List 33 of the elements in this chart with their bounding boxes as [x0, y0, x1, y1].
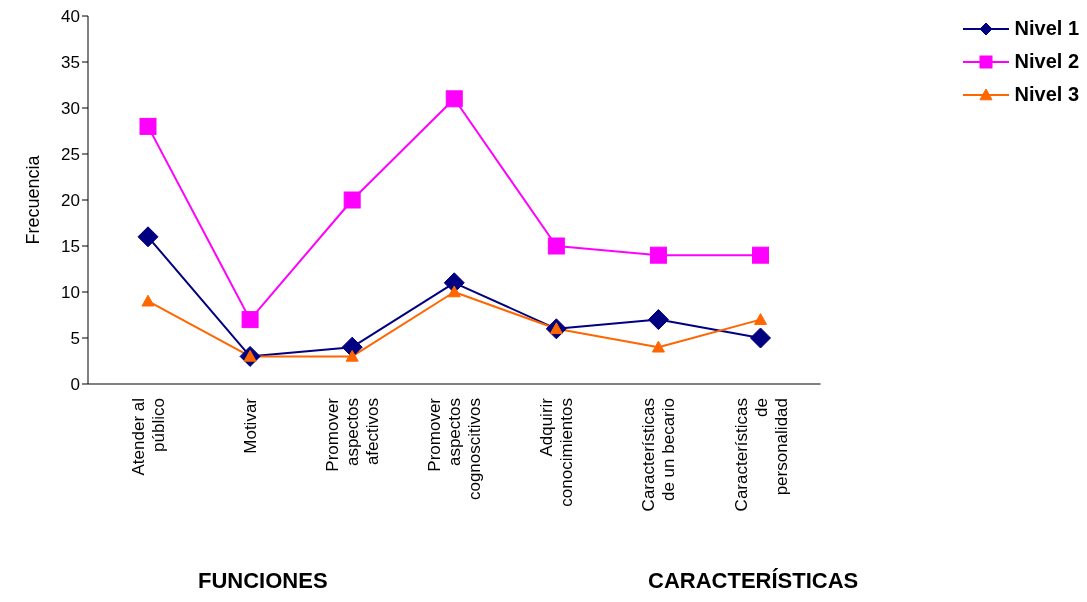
y-tick-label: 20 [61, 191, 80, 211]
point [649, 246, 667, 264]
legend-label: Nivel 2 [1014, 50, 1079, 73]
x-tick-label: Motivar [241, 397, 261, 454]
y-tick-label: 5 [70, 329, 80, 349]
point [754, 313, 768, 325]
point [345, 349, 359, 362]
y-tick-label: 40 [61, 7, 80, 27]
legend-label: Nivel 1 [1014, 17, 1079, 40]
point [445, 90, 463, 108]
text: CARACTERÍSTICAS [648, 568, 859, 594]
x-tick-label: Atender al público [129, 398, 168, 476]
y-tick-label: 30 [61, 99, 80, 119]
point [447, 285, 461, 298]
y-tick-label: 25 [61, 145, 80, 165]
point [139, 117, 157, 135]
point [651, 340, 665, 353]
y-tick-label: 0 [70, 375, 80, 395]
text: FUNCIONES [198, 568, 328, 594]
point [343, 191, 361, 209]
y-tick-label: 15 [61, 237, 80, 257]
point [547, 237, 565, 255]
x-tick-label: Promover aspectos afectivos [323, 397, 383, 472]
legend-label: Nivel 3 [1014, 83, 1079, 106]
y-tick-label: 10 [61, 283, 80, 303]
point [241, 311, 259, 329]
point [647, 309, 669, 331]
y-axis-title: Frecuencia [23, 154, 44, 245]
point [137, 226, 159, 248]
point [141, 294, 155, 307]
y-tick-label: 35 [61, 53, 80, 73]
point [752, 246, 770, 264]
point [750, 327, 772, 349]
